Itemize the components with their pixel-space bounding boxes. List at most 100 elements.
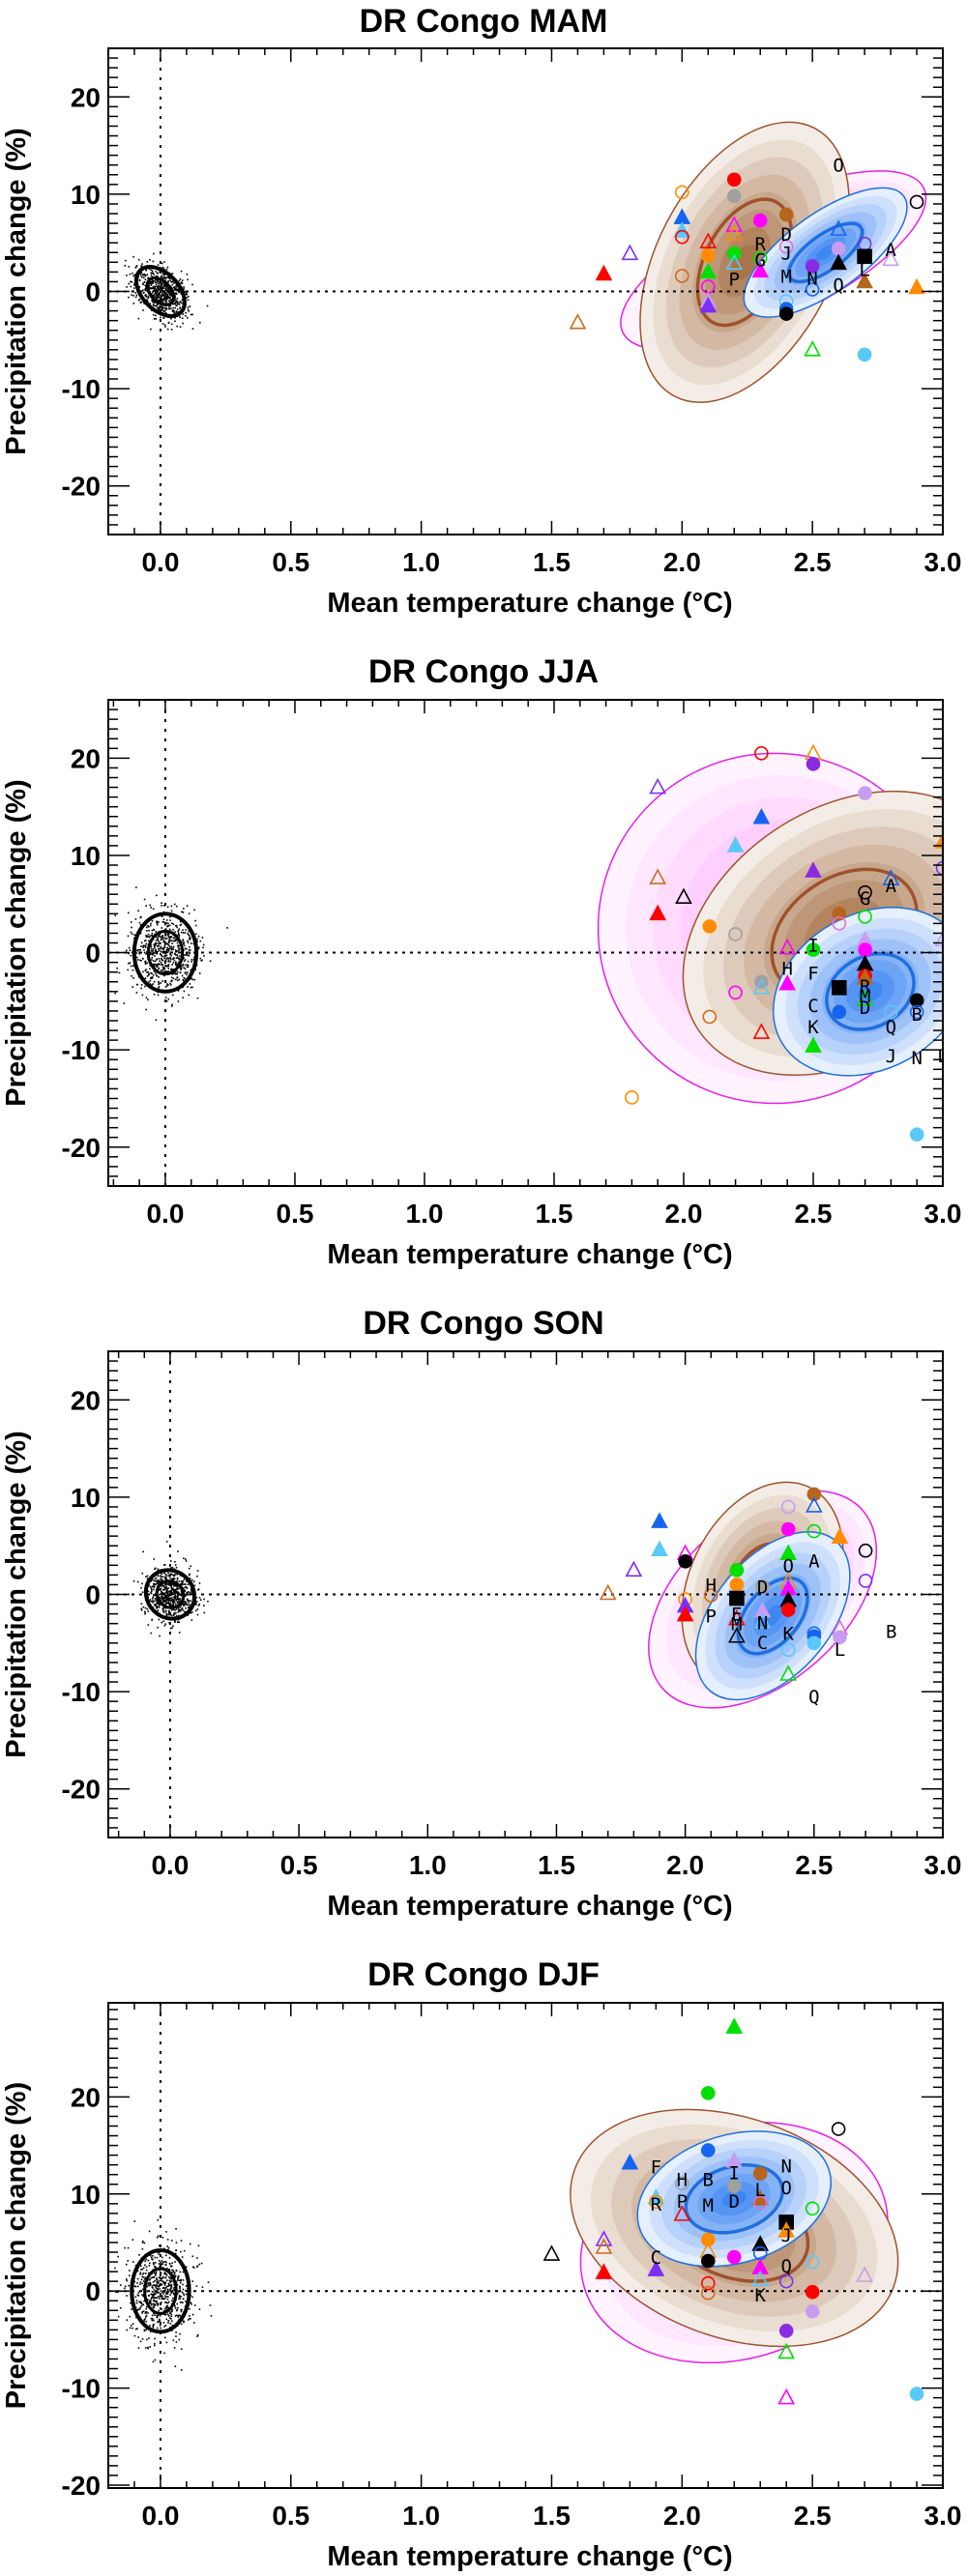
variability-sample (171, 310, 174, 312)
point-triangle (831, 1527, 849, 1544)
variability-sample (161, 1594, 163, 1596)
variability-sample (139, 2283, 141, 2285)
variability-sample (161, 2263, 163, 2266)
variability-sample (178, 2314, 181, 2317)
variability-sample (173, 1585, 175, 1587)
variability-sample (169, 982, 171, 985)
variability-sample (144, 946, 147, 948)
variability-sample (167, 1595, 170, 1597)
variability-sample (160, 297, 162, 300)
variability-sample (173, 1602, 176, 1604)
variability-sample (164, 2297, 166, 2300)
variability-sample (167, 964, 170, 966)
variability-sample (163, 2307, 166, 2310)
variability-sample (166, 1589, 168, 1592)
variability-sample (187, 941, 190, 943)
variability-sample (161, 289, 163, 291)
variability-sample (190, 1600, 191, 1603)
variability-sample (185, 947, 188, 950)
variability-sample (174, 2307, 177, 2309)
variability-sample (153, 929, 155, 931)
variability-sample (158, 2309, 160, 2312)
variability-sample (166, 2285, 168, 2288)
variability-sample (167, 2306, 170, 2309)
variability-sample (146, 2299, 149, 2301)
variability-sample (164, 298, 167, 300)
variability-sample (146, 935, 148, 938)
variability-sample (161, 266, 164, 269)
variability-sample (154, 955, 156, 957)
variability-sample (156, 2287, 159, 2290)
variability-sample (170, 1597, 172, 1599)
variability-sample (145, 926, 148, 929)
variability-sample (164, 2314, 167, 2316)
variability-sample (170, 329, 173, 331)
variability-sample (185, 315, 187, 317)
variability-sample (190, 942, 192, 944)
variability-sample (155, 2272, 158, 2275)
variability-sample (164, 2276, 167, 2279)
variability-sample (179, 920, 182, 923)
variability-sample (187, 1600, 189, 1602)
variability-sample (181, 911, 183, 913)
variability-sample (166, 2301, 169, 2304)
variability-sample (166, 957, 168, 959)
variability-sample (191, 283, 193, 286)
variability-sample (169, 1594, 172, 1596)
variability-sample (175, 964, 178, 967)
variability-sample (148, 2295, 150, 2297)
variability-sample (161, 2295, 163, 2298)
variability-sample (172, 1608, 175, 1610)
point-circle (909, 1004, 924, 1020)
variability-sample (168, 945, 171, 947)
variability-sample (138, 951, 140, 953)
variability-sample (171, 942, 173, 944)
point-circle (806, 1635, 822, 1651)
point-triangle (595, 264, 613, 281)
variability-sample (176, 2284, 179, 2286)
variability-sample (147, 1610, 150, 1612)
variability-sample (156, 1601, 159, 1603)
variability-sample (188, 1591, 190, 1593)
variability-sample (137, 2292, 140, 2294)
variability-sample (156, 2278, 159, 2281)
point-triangle (673, 2205, 691, 2221)
variability-sample (161, 980, 163, 982)
variability-sample (149, 983, 152, 985)
variability-sample (152, 950, 155, 952)
variability-sample (157, 303, 159, 305)
variability-sample (132, 965, 134, 968)
model-letter-label: R (860, 976, 871, 998)
variability-sample (158, 957, 161, 960)
variability-sample (161, 294, 163, 296)
variability-sample (156, 2277, 158, 2279)
variability-sample (164, 1574, 167, 1576)
variability-sample (163, 960, 166, 963)
variability-sample (144, 2272, 147, 2274)
variability-sample (141, 2312, 143, 2314)
variability-ellipse-inner (146, 929, 185, 976)
variability-sample (171, 2308, 173, 2311)
point-triangle (751, 2270, 770, 2286)
variability-sample (167, 940, 170, 942)
point-circle (858, 942, 872, 957)
chart-title: DR Congo MAM (360, 3, 608, 40)
variability-sample (148, 981, 150, 983)
variability-sample (167, 1613, 170, 1616)
point-circle (935, 860, 943, 876)
point-circle (700, 247, 716, 263)
variability-sample (185, 292, 188, 294)
variability-sample (209, 960, 212, 963)
variability-sample (117, 2255, 119, 2258)
variability-sample (159, 292, 161, 294)
variability-sample (134, 267, 137, 269)
variability-sample (182, 288, 185, 291)
variability-sample (162, 1620, 165, 1623)
variability-sample (145, 2266, 148, 2268)
variability-sample (179, 1593, 182, 1596)
variability-sample (120, 2306, 122, 2309)
variability-sample (169, 2288, 171, 2291)
variability-sample (173, 972, 175, 974)
variability-sample (148, 1584, 151, 1587)
variability-sample (158, 963, 161, 965)
